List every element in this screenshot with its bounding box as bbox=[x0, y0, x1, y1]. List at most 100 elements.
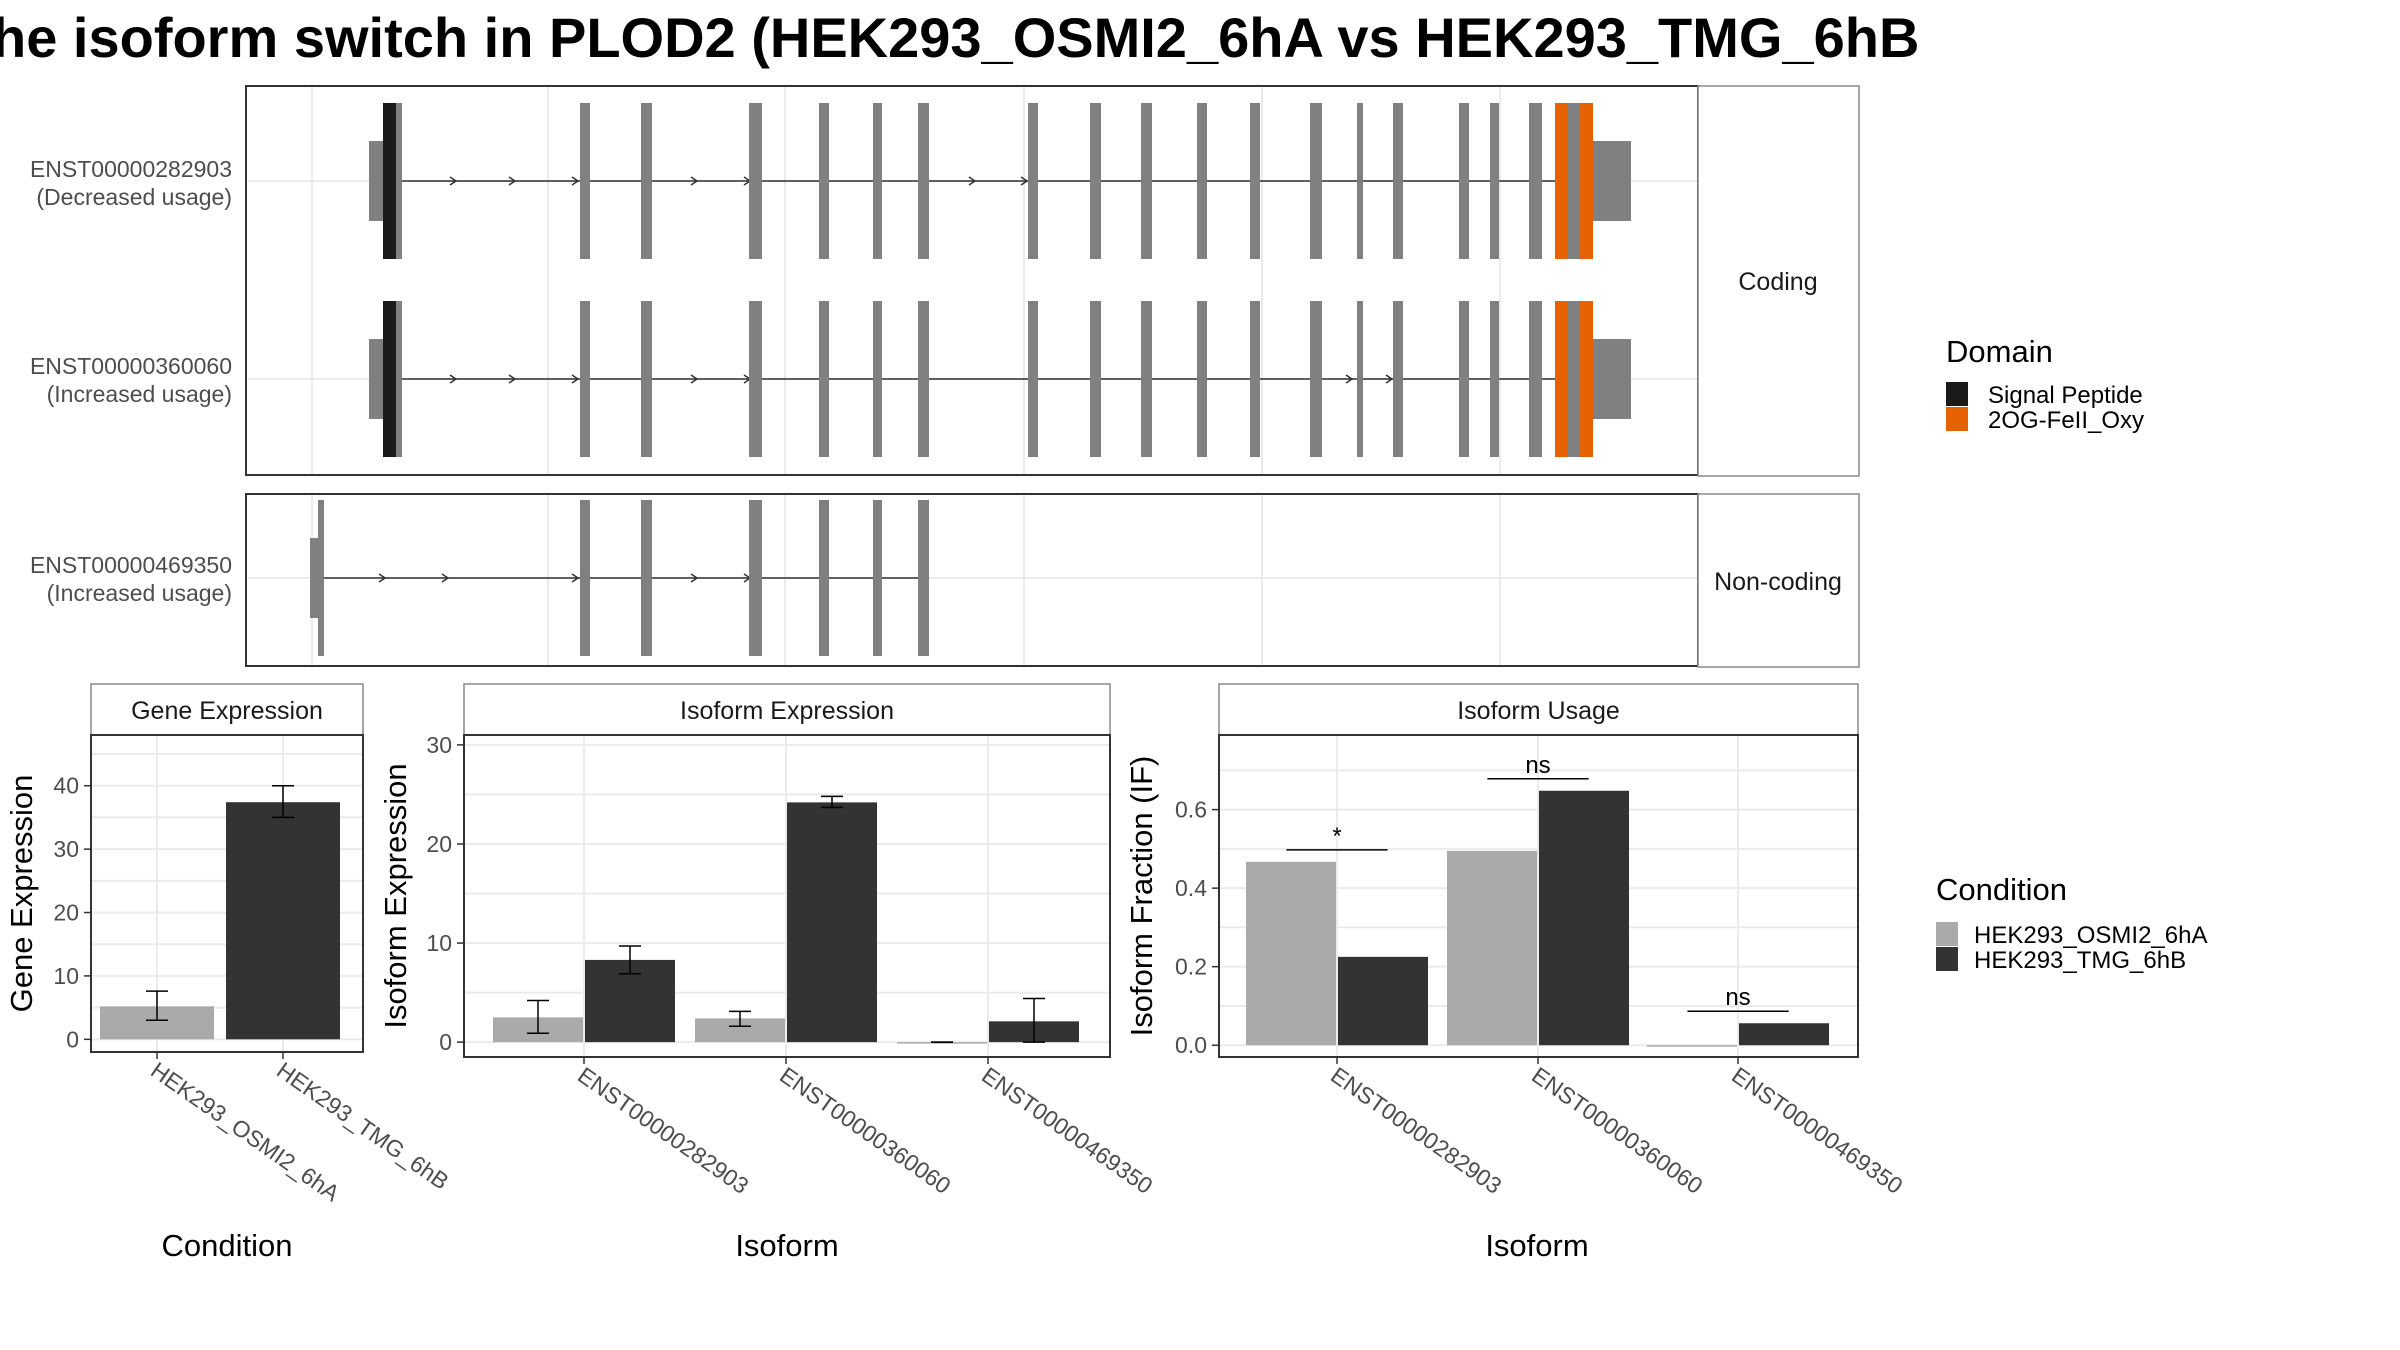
x-tick-label: ENST00000360060 bbox=[775, 1062, 955, 1199]
exon-block bbox=[1529, 103, 1542, 259]
y-tick-label: 30 bbox=[426, 732, 452, 758]
exon-block bbox=[749, 103, 762, 259]
y-tick-label: 30 bbox=[53, 836, 79, 862]
legend-label-osmi2: HEK293_OSMI2_6hA bbox=[1974, 922, 2207, 949]
intron-arrow bbox=[1345, 374, 1354, 384]
exon-block bbox=[1459, 301, 1469, 457]
exon-block bbox=[1310, 301, 1322, 457]
y-tick-label: 10 bbox=[426, 930, 452, 956]
oxy-domain bbox=[1555, 103, 1568, 259]
exon-block bbox=[749, 301, 762, 457]
exon-block bbox=[1028, 103, 1038, 259]
legend-swatch-2og-feii-oxy bbox=[1946, 407, 1968, 431]
intron-arrow bbox=[571, 573, 580, 583]
figure-title: he isoform switch in PLOD2 (HEK293_OSMI2… bbox=[0, 6, 1919, 69]
chart-title: Isoform Usage bbox=[1457, 697, 1620, 725]
exon-block bbox=[1090, 301, 1101, 457]
condition-legend: Condition HEK293_OSMI2_6hA HEK293_TMG_6h… bbox=[1936, 872, 2207, 974]
exon-block bbox=[641, 103, 652, 259]
exon-block bbox=[1197, 301, 1207, 457]
legend-label-2og-feii-oxy: 2OG-FeII_Oxy bbox=[1988, 407, 2144, 434]
intron-arrow bbox=[690, 573, 699, 583]
legend-label-tmg: HEK293_TMG_6hB bbox=[1974, 947, 2186, 974]
legend-swatch-osmi2 bbox=[1936, 922, 1958, 946]
intron-arrow bbox=[690, 176, 699, 186]
exon-block bbox=[1568, 103, 1580, 259]
facet-strip bbox=[90, 683, 364, 736]
x-tick-label: ENST00000469350 bbox=[1727, 1062, 1907, 1199]
condition-legend-title: Condition bbox=[1936, 872, 2067, 907]
y-tick-label: 20 bbox=[53, 900, 79, 926]
intron-arrow bbox=[378, 573, 387, 583]
significance-label: ns bbox=[1725, 984, 1750, 1011]
x-tick-label: ENST00000282903 bbox=[573, 1062, 753, 1199]
intron-arrow bbox=[1020, 176, 1029, 186]
exon-block bbox=[1028, 301, 1038, 457]
exon-block bbox=[1197, 103, 1207, 259]
exon-block bbox=[873, 500, 882, 656]
chart-panel-border bbox=[90, 734, 364, 1053]
domain-legend-title: Domain bbox=[1946, 334, 2053, 369]
bar bbox=[1539, 790, 1629, 1046]
x-axis-title: Isoform bbox=[735, 1228, 838, 1263]
x-tick-label: ENST00000282903 bbox=[1326, 1062, 1506, 1199]
isoform-expression-chart: Isoform Expression 0 10 20 30 ENST00000282903… bbox=[378, 683, 1158, 1263]
isoform-usage-chart: Isoform Usage * ns ns 0.0 0.2 0.4 0.6 ENST000002… bbox=[1124, 683, 1908, 1263]
oxy-domain bbox=[1580, 103, 1593, 259]
facet-strip bbox=[463, 683, 1111, 736]
exon-block bbox=[1090, 103, 1101, 259]
x-axis-title: Condition bbox=[162, 1228, 293, 1263]
exon-block bbox=[641, 301, 652, 457]
intron-arrow bbox=[571, 176, 580, 186]
legend-label-signal-peptide: Signal Peptide bbox=[1988, 382, 2143, 409]
exon-block bbox=[819, 500, 829, 656]
utr-block bbox=[1593, 141, 1631, 221]
significance-label: * bbox=[1332, 823, 1341, 850]
utr-block bbox=[310, 538, 318, 618]
exon-block bbox=[1357, 301, 1363, 457]
exon-block bbox=[580, 500, 590, 656]
structure-panel-border bbox=[245, 493, 1699, 667]
exon-block bbox=[1459, 103, 1469, 259]
exon-block bbox=[1393, 103, 1403, 259]
transcript-label-3-usage: (Increased usage) bbox=[47, 580, 232, 606]
x-tick-label: ENST00000469350 bbox=[977, 1062, 1157, 1199]
exon-block bbox=[873, 301, 882, 457]
significance-label: ns bbox=[1525, 752, 1550, 779]
intron-arrow bbox=[508, 374, 517, 384]
intron-arrow bbox=[571, 374, 580, 384]
y-tick-label: 0.2 bbox=[1175, 954, 1207, 980]
chart-panel-border bbox=[463, 734, 1111, 1058]
legend-swatch-tmg bbox=[1936, 947, 1958, 971]
noncoding-facet-strip bbox=[1697, 493, 1860, 668]
noncoding-facet-label: Non-coding bbox=[1714, 568, 1842, 596]
exon-block bbox=[918, 500, 929, 656]
domain-legend: Domain Signal Peptide 2OG-FeII_Oxy bbox=[1946, 334, 2144, 434]
intron-arrow bbox=[449, 374, 458, 384]
exon-block bbox=[1490, 103, 1499, 259]
exon-block bbox=[1141, 103, 1152, 259]
chart-title: Gene Expression bbox=[131, 697, 323, 725]
noncoding-structure-panel bbox=[245, 493, 1699, 667]
exon-block bbox=[396, 103, 402, 259]
oxy-domain bbox=[1555, 301, 1568, 457]
exon-block bbox=[918, 301, 929, 457]
exon-block bbox=[318, 500, 324, 656]
y-tick-label: 40 bbox=[53, 773, 79, 799]
exon-block bbox=[641, 500, 652, 656]
bar bbox=[1246, 861, 1336, 1046]
exon-block bbox=[819, 103, 829, 259]
exon-block bbox=[580, 103, 590, 259]
bar bbox=[787, 802, 877, 1043]
x-tick-label: ENST00000360060 bbox=[1527, 1062, 1707, 1199]
exon-block bbox=[749, 500, 762, 656]
transcript-label-2-id: ENST00000360060 bbox=[30, 353, 232, 379]
structure-panel-border bbox=[245, 85, 1699, 476]
coding-facet-label: Coding bbox=[1738, 268, 1817, 296]
exon-block bbox=[396, 301, 402, 457]
utr-block bbox=[1593, 339, 1631, 419]
transcript-label-2-usage: (Increased usage) bbox=[47, 381, 232, 407]
y-axis-title: Gene Expression bbox=[4, 775, 39, 1013]
intron-arrow bbox=[441, 573, 450, 583]
